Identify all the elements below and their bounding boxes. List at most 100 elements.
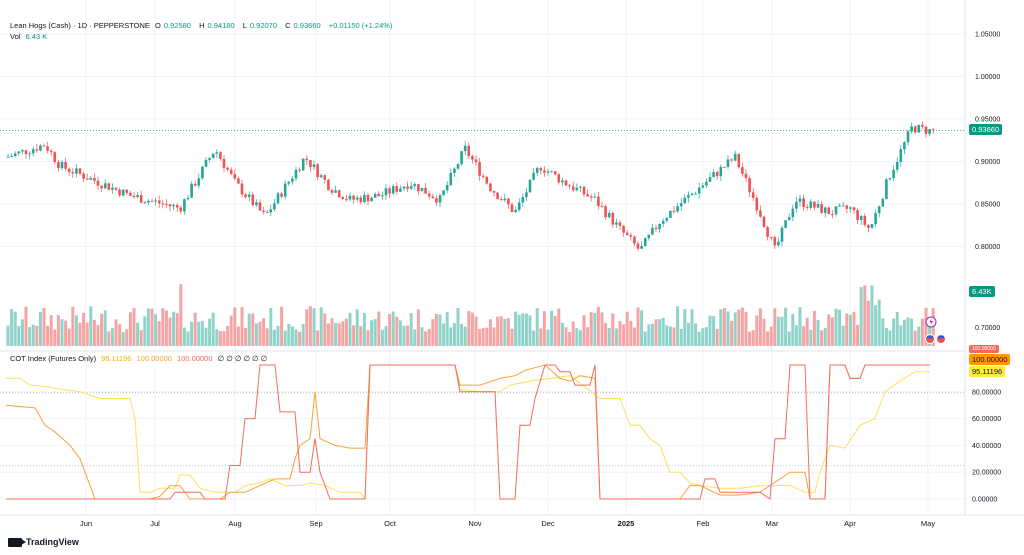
volume-bar (478, 329, 482, 346)
candle-body (175, 205, 179, 208)
volume-bar (596, 306, 600, 346)
cot-title[interactable]: COT Index (Futures Only) (10, 354, 97, 363)
cot-badge-top: 100.00000 (969, 345, 999, 353)
volume-bar (53, 329, 57, 346)
open-label: O (155, 21, 161, 30)
candle-body (777, 241, 780, 246)
candle-body (107, 183, 111, 190)
candle-body (694, 193, 697, 195)
flag-icon[interactable] (925, 334, 946, 344)
volume-bar (146, 308, 150, 346)
candle-body (514, 209, 517, 213)
volume-bar (197, 321, 201, 346)
volume-bar (398, 320, 402, 346)
candle-body (849, 207, 852, 209)
candle-body (301, 158, 305, 171)
alert-icon[interactable] (925, 316, 937, 328)
volume-bar (758, 308, 762, 346)
candle-body (103, 183, 107, 189)
candle-body (805, 207, 809, 209)
candle-body (820, 203, 823, 213)
candle-body (802, 198, 805, 208)
volume-bar (10, 309, 14, 346)
candle-body (827, 207, 831, 215)
candle-body (31, 149, 35, 154)
volume-bar (582, 315, 586, 346)
candle-body (323, 175, 327, 180)
volume-bar (568, 331, 572, 346)
candle-body (28, 153, 31, 155)
volume-bar (164, 310, 168, 346)
time-axis[interactable]: Jun Jul Aug Sep Oct Nov Dec 2025 Feb Mar Apr May (80, 519, 935, 528)
tradingview-logo[interactable]: TradingView (8, 537, 79, 547)
cot-tick-label: 80.00000 (972, 389, 1001, 396)
cot-line-orange (5, 364, 930, 500)
volume-bar (629, 321, 633, 346)
candle-body (690, 193, 694, 196)
volume-bar (730, 320, 734, 346)
volume-bar (424, 331, 428, 346)
volume-bar (316, 330, 320, 346)
candle-body (363, 194, 366, 203)
volume-bar (506, 318, 510, 346)
candle-body (265, 211, 269, 213)
candle-body (928, 129, 931, 134)
volume-bar (420, 327, 424, 346)
change-value: +0.01150 (+1.24%) (328, 21, 393, 30)
candle-body (769, 236, 773, 238)
cot-extra-values: ∅ ∅ ∅ ∅ ∅ ∅ (217, 354, 268, 363)
volume-bar (280, 306, 284, 346)
volume-bar (406, 325, 410, 346)
candle-body (327, 179, 330, 191)
volume-bar (17, 325, 21, 346)
candle-body (831, 214, 834, 216)
volume-bar (528, 315, 532, 346)
candle-body (42, 145, 46, 147)
volume-bar (298, 331, 302, 346)
time-tick-label: Aug (228, 519, 241, 528)
candle-body (10, 155, 13, 157)
candle-body (298, 169, 301, 171)
volume-bar (218, 331, 222, 346)
candle-body (903, 142, 906, 150)
volume-bar (442, 323, 446, 346)
candle-body (21, 150, 24, 152)
time-tick-label: 2025 (618, 519, 635, 528)
candle-body (377, 193, 381, 197)
volume-bar (438, 314, 442, 346)
volume-bar (589, 312, 593, 346)
grid-lines (0, 0, 965, 515)
candle-body (255, 202, 258, 206)
volume-bar (683, 309, 687, 346)
candle-body (143, 202, 147, 204)
candle-body (161, 203, 165, 205)
volume-bar (190, 321, 194, 346)
volume-bar (866, 300, 870, 346)
symbol-title[interactable]: Lean Hogs (Cash) · 1D · PEPPERSTONE (10, 21, 150, 30)
cot-legend[interactable]: COT Index (Futures Only) 95.11196 100.00… (10, 354, 270, 363)
volume-bar (323, 313, 327, 346)
volume-bar (204, 327, 208, 346)
volume-bar (222, 331, 226, 346)
volume-bar (888, 330, 892, 346)
candle-body (550, 171, 553, 173)
volume-bar (168, 317, 172, 346)
volume-bar (895, 312, 899, 346)
volume-bar (272, 329, 276, 346)
candle-body (906, 131, 910, 143)
cot-axis[interactable]: 80.00000 60.00000 40.00000 20.00000 0.00000 (972, 389, 1001, 503)
symbol-legend[interactable]: Lean Hogs (Cash) · 1D · PEPPERSTONE O 0.9… (10, 21, 395, 30)
volume-bar (816, 319, 820, 346)
candle-body (82, 173, 85, 179)
volume-legend[interactable]: Vol 6.43 K (10, 32, 50, 41)
candle-body (607, 212, 611, 218)
volume-bar (564, 327, 568, 346)
candle-body (888, 178, 892, 180)
price-tick-label: 1.05000 (975, 32, 1000, 39)
price-tick-label: 0.80000 (975, 244, 1000, 251)
candle-body (435, 198, 438, 203)
price-axis[interactable]: 1.05000 1.00000 0.95000 0.90000 0.85000 0.800… (975, 32, 1000, 333)
candle-body (665, 217, 669, 221)
candle-body (57, 162, 60, 169)
